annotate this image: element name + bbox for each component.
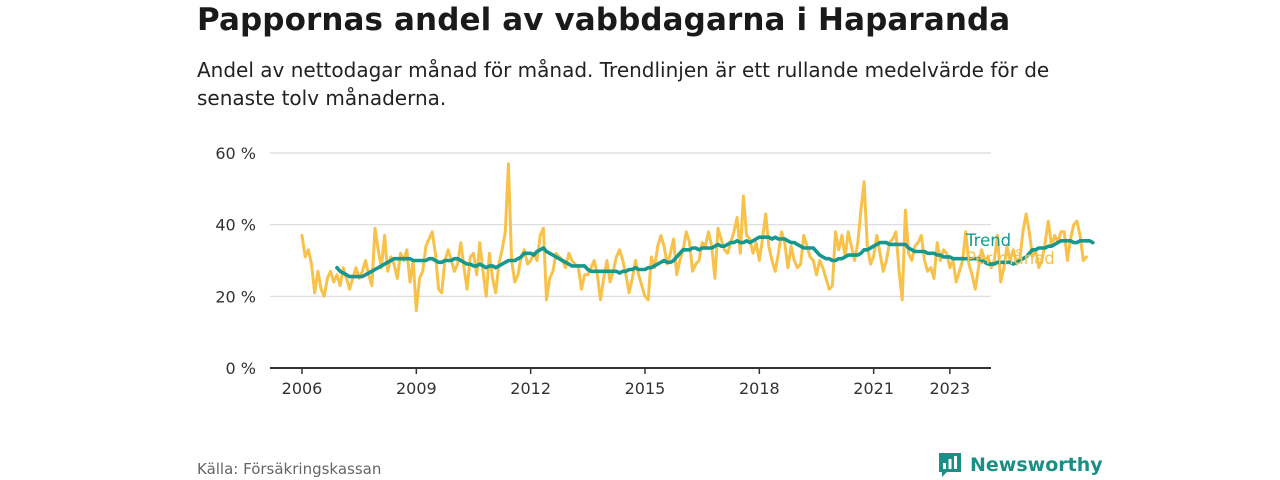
y-tick-label-0: 0 % bbox=[226, 359, 256, 378]
series-layer bbox=[300, 162, 1095, 313]
newsworthy-logo[interactable]: Newsworthy bbox=[938, 452, 1103, 478]
chart-title: Pappornas andel av vabbdagarna i Haparan… bbox=[197, 2, 1011, 38]
x-tick-label-2006: 2006 bbox=[282, 379, 323, 398]
y-tick-label-40: 40 % bbox=[215, 216, 256, 235]
grid-layer bbox=[270, 152, 991, 297]
trend-series-label: Trend bbox=[965, 231, 1011, 250]
bar-chart-logo-icon bbox=[939, 453, 961, 477]
x-tick-label-2023: 2023 bbox=[930, 379, 971, 398]
y-tick-label-20: 20 % bbox=[215, 287, 256, 306]
axis-layer: 0 % 20 % 40 % 60 % 2006 2009 2012 2015 2018 2021 2… bbox=[215, 144, 991, 398]
x-tick-label-2015: 2015 bbox=[625, 379, 666, 398]
y-tick-label-60: 60 % bbox=[215, 144, 256, 163]
x-tick-label-2009: 2009 bbox=[396, 379, 437, 398]
trend-series-line bbox=[335, 235, 1095, 279]
monthly-series-line bbox=[300, 162, 1088, 313]
chart-subtitle: Andel av nettodagar månad för månad. Tre… bbox=[197, 58, 1050, 110]
x-tick-label-2021: 2021 bbox=[853, 379, 894, 398]
monthly-series-label: Per månad bbox=[966, 249, 1055, 268]
source-note: Källa: Försäkringskassan bbox=[197, 460, 382, 478]
x-tick-label-2018: 2018 bbox=[739, 379, 780, 398]
brand-name: Newsworthy bbox=[970, 454, 1103, 476]
x-tick-label-2012: 2012 bbox=[510, 379, 551, 398]
